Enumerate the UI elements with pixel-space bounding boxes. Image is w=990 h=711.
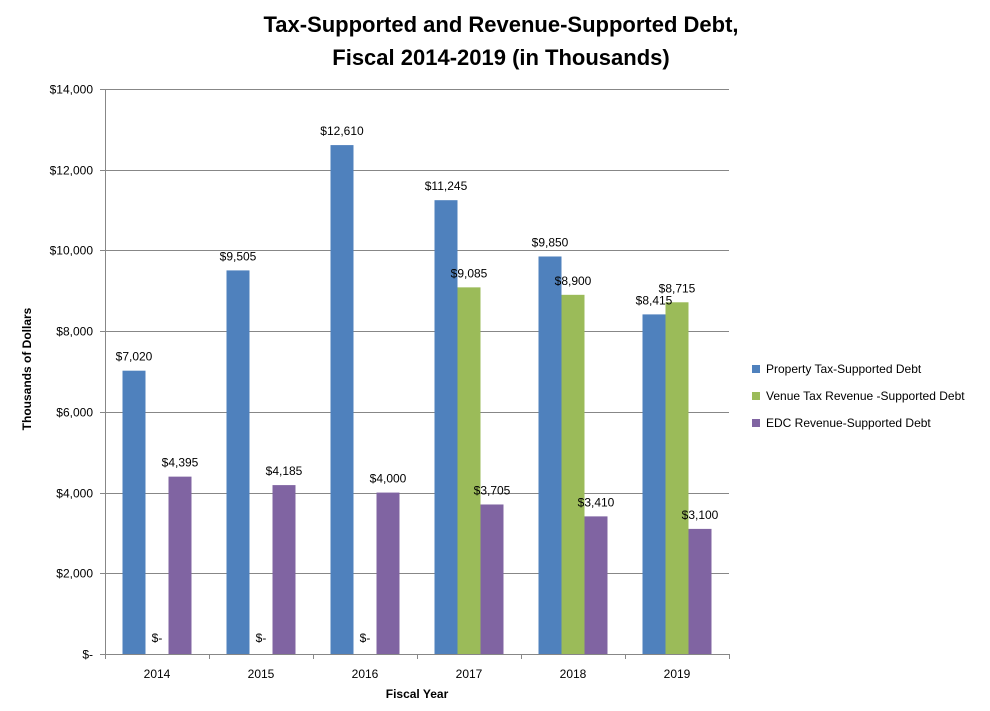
legend-label: EDC Revenue-Supported Debt <box>766 416 931 430</box>
data-label: $3,410 <box>578 495 615 509</box>
data-label: $4,185 <box>266 464 303 478</box>
x-tick-label: 2015 <box>248 667 275 681</box>
chart-title: Tax-Supported and Revenue-Supported Debt… <box>263 12 738 37</box>
y-tick-label: $8,000 <box>56 325 93 339</box>
y-tick-label: $2,000 <box>56 567 93 581</box>
y-tick-label: $- <box>82 648 93 662</box>
bar <box>457 287 481 654</box>
bar <box>538 256 562 654</box>
legend: Property Tax-Supported Debt Venue Tax Rev… <box>752 362 965 430</box>
bar <box>688 528 712 654</box>
data-label: $11,245 <box>425 179 468 193</box>
y-tick-label: $10,000 <box>50 244 94 258</box>
data-label: $8,715 <box>659 281 696 295</box>
legend-swatch <box>752 419 760 427</box>
data-label: $4,000 <box>370 472 407 486</box>
y-tick-label: $14,000 <box>50 83 94 97</box>
data-label: $4,395 <box>162 456 199 470</box>
bar <box>376 492 400 654</box>
gridlines <box>105 89 729 574</box>
x-tick-label: 2019 <box>664 667 691 681</box>
bar <box>561 294 585 654</box>
legend-swatch <box>752 365 760 373</box>
legend-label: Venue Tax Revenue -Supported Debt <box>766 389 965 403</box>
x-tick-label: 2016 <box>352 667 379 681</box>
x-tick-label: 2014 <box>144 667 171 681</box>
bar <box>665 302 689 654</box>
bar <box>480 504 504 654</box>
y-tick-label: $6,000 <box>56 406 93 420</box>
data-label: $9,505 <box>220 249 257 263</box>
bar <box>272 485 296 654</box>
data-label: $- <box>152 631 163 645</box>
data-labels: $7,020 $- $4,395 $9,505 $- $4,185 $12,610 $- $4,… <box>116 124 719 645</box>
y-tick-label: $4,000 <box>56 487 93 501</box>
y-tick-label: $12,000 <box>50 164 94 178</box>
data-label: $9,850 <box>532 235 569 249</box>
chart-subtitle: Fiscal 2014-2019 (in Thousands) <box>332 45 669 70</box>
data-label: $9,085 <box>451 266 488 280</box>
bar <box>434 200 458 654</box>
data-label: $3,705 <box>474 483 511 497</box>
data-label: $8,900 <box>555 274 592 288</box>
x-tick-label: 2017 <box>456 667 483 681</box>
axes: $- $2,000 $4,000 $6,000 $8,000 $10,000 $12,000… <box>50 83 730 681</box>
legend-label: Property Tax-Supported Debt <box>766 362 922 376</box>
x-axis-title: Fiscal Year <box>386 687 449 701</box>
bar <box>226 270 250 654</box>
data-label: $12,610 <box>320 124 364 138</box>
data-label: $- <box>360 631 371 645</box>
bar <box>642 314 666 654</box>
bars <box>122 145 712 654</box>
data-label: $- <box>256 631 267 645</box>
bar <box>330 145 354 654</box>
y-axis-title: Thousands of Dollars <box>20 307 34 430</box>
bar <box>122 370 146 654</box>
x-tick-label: 2018 <box>560 667 587 681</box>
legend-swatch <box>752 392 760 400</box>
data-label: $7,020 <box>116 350 153 364</box>
data-label: $8,415 <box>636 293 673 307</box>
bar <box>168 476 192 654</box>
data-label: $3,100 <box>682 508 719 522</box>
bar <box>584 516 608 654</box>
